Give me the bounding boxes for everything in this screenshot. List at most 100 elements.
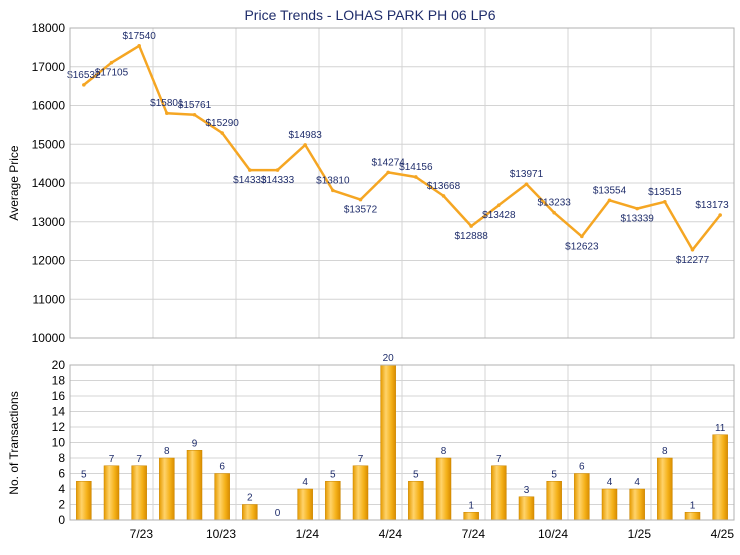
price-data-label: $13572 [344,205,378,216]
price-point [331,188,335,193]
price-point [580,234,584,239]
transaction-bar [297,488,313,521]
transaction-data-label: 11 [715,423,726,434]
price-point [248,168,252,172]
price-point [607,198,612,203]
price-data-label: $14983 [288,130,322,141]
transactions-y-tick-label: 14 [52,405,66,419]
price-data-label: $15801 [150,98,184,109]
transactions-y-tick-label: 12 [52,420,66,434]
transactions-y-tick-label: 0 [58,513,65,527]
transaction-data-label: 3 [524,485,530,496]
x-tick-label: 4/25 [711,527,735,541]
price-data-label: $13339 [620,214,654,225]
transaction-bar [601,488,618,521]
x-tick-label: 1/24 [296,527,320,541]
x-tick-label: 1/25 [628,527,652,541]
transaction-bar [435,457,452,521]
price-point [358,197,363,202]
transactions-y-tick-label: 20 [52,358,66,372]
transactions-y-tick-label: 10 [52,436,66,450]
price-y-tick-label: 10000 [32,331,66,345]
price-y-tick-label: 12000 [32,254,66,268]
price-point [690,247,695,252]
price-y-tick-label: 18000 [32,21,66,35]
price-plot-frame [69,27,735,339]
price-axis-title: Average Price [7,145,21,220]
transactions-axis-title: No. of Transactions [7,391,21,494]
transaction-bar [629,488,645,521]
price-point [718,213,722,217]
price-data-label: $14156 [399,162,433,173]
transaction-bar [242,504,258,521]
price-data-label: $17105 [95,68,129,79]
transaction-bar [518,496,535,521]
transaction-bar [214,473,230,521]
transaction-bar [491,465,507,521]
transaction-data-label: 6 [219,462,225,473]
transaction-data-label: 20 [383,353,395,364]
price-point [524,182,529,186]
transaction-data-label: 5 [81,469,87,480]
transaction-bar [103,465,120,521]
transactions-y-tick-label: 8 [58,451,65,465]
transaction-data-label: 8 [164,446,170,457]
transaction-data-label: 6 [579,462,585,473]
price-point [552,210,556,215]
price-data-label: $12888 [454,231,488,242]
transactions-plot-frame [69,364,735,521]
transaction-data-label: 8 [441,446,447,457]
transaction-data-label: 4 [634,477,640,488]
price-data-label: $14333 [261,175,295,186]
x-tick-label: 7/24 [462,527,486,541]
x-tick-label: 10/23 [206,527,236,541]
price-y-tick-label: 11000 [33,292,66,306]
price-data-label: $15761 [178,100,212,111]
x-tick-label: 4/24 [379,527,403,541]
transaction-data-label: 2 [247,493,253,504]
transaction-bar [159,457,175,521]
transaction-data-label: 7 [358,454,364,465]
transaction-bar [186,450,203,521]
price-point [635,206,639,211]
chart-title: Price Trends - LOHAS PARK PH 06 LP6 [244,7,495,23]
transaction-data-label: 9 [192,438,198,449]
price-line [83,44,722,252]
price-data-label: $13173 [695,200,729,211]
transaction-data-label: 4 [302,477,308,488]
price-data-label: $13810 [316,175,350,186]
price-point [192,112,197,117]
transactions-y-tick-label: 2 [58,498,65,512]
transactions-y-tick-label: 18 [52,374,66,388]
transaction-data-label: 5 [330,469,336,480]
price-point [469,224,473,228]
transaction-bar [657,457,673,521]
transaction-bar [325,481,341,521]
price-data-label: $12623 [565,241,599,252]
transaction-bar [76,481,92,521]
transaction-bar [408,481,424,521]
transaction-data-label: 1 [468,500,474,511]
price-y-tick-label: 13000 [32,215,66,229]
price-point [497,203,501,207]
transaction-bar [546,481,562,521]
price-point [441,194,446,198]
transaction-data-label: 7 [136,454,142,465]
transaction-data-label: 8 [662,446,668,457]
price-point [414,175,418,179]
transaction-bar [352,465,369,521]
price-y-tick-label: 15000 [32,137,66,151]
transaction-data-label: 5 [413,469,419,480]
price-data-label: $14333 [233,175,267,186]
x-tick-label: 7/23 [130,527,154,541]
price-point [220,131,224,135]
price-data-label: $16532 [67,70,101,81]
price-y-tick-label: 14000 [32,176,66,190]
transaction-bar [574,473,590,521]
transactions-y-tick-label: 16 [52,389,66,403]
transaction-bar [463,512,479,521]
transactions-y-tick-label: 4 [58,482,65,496]
price-data-label: $13668 [427,181,461,192]
